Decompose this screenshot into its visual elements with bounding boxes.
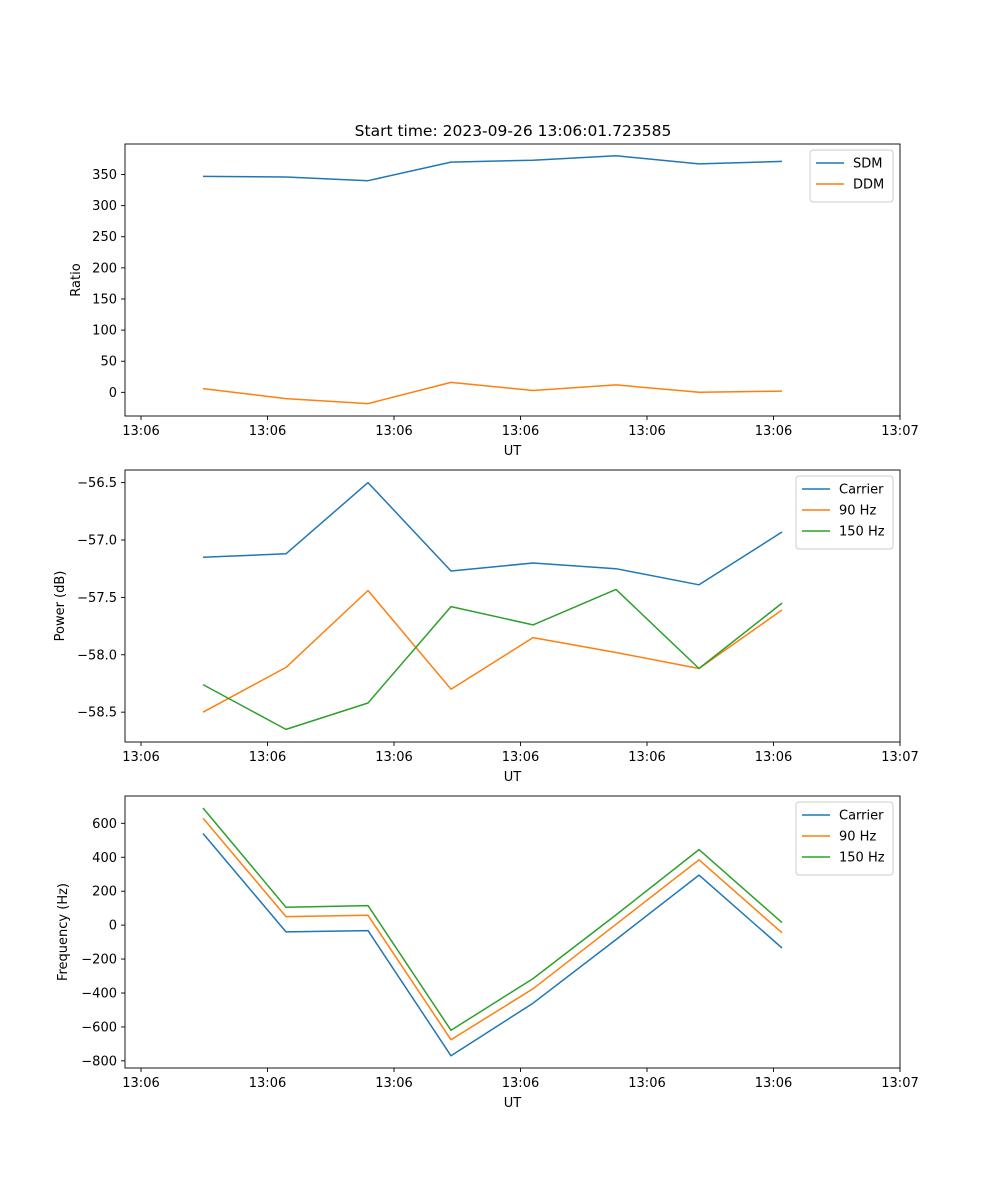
y-tick-label: −58.0 (77, 648, 117, 663)
y-tick-label: −400 (81, 987, 117, 1002)
plot-frame (124, 795, 901, 1069)
series-line-90-hz (202, 817, 783, 1041)
x-tick-label: 13:06 (122, 424, 159, 439)
plot-frame (124, 469, 901, 743)
y-tick-label: 400 (92, 851, 117, 866)
x-tick-label: 13:06 (375, 750, 412, 765)
y-tick-label: −58.5 (77, 706, 117, 721)
legend: Carrier 90 Hz 150 Hz (795, 801, 894, 876)
x-tick-label: 13:06 (375, 1076, 412, 1091)
legend: SDM DDM (809, 149, 894, 203)
y-tick-label: 300 (92, 199, 117, 214)
x-tick-label: 13:06 (249, 1076, 286, 1091)
legend: Carrier 90 Hz 150 Hz (795, 475, 894, 550)
x-tick-label: 13:07 (881, 424, 918, 439)
plot-frame (124, 143, 901, 417)
y-tick-label: −600 (81, 1020, 117, 1035)
series-line-150-hz (202, 807, 783, 1032)
x-tick-label: 13:06 (122, 1076, 159, 1091)
legend-label: 90 Hz (839, 504, 876, 519)
y-tick-label: 350 (92, 168, 117, 183)
x-tick-label: 13:06 (375, 424, 412, 439)
y-axis-label: Ratio (69, 263, 84, 296)
series-line-90-hz (202, 589, 783, 713)
x-tick-label: 13:06 (502, 750, 539, 765)
y-tick-label: 150 (92, 292, 117, 307)
y-tick-label: 200 (92, 261, 117, 276)
x-tick-label: 13:06 (628, 424, 665, 439)
series-line-carrier (202, 481, 783, 586)
legend-label: 150 Hz (839, 851, 885, 866)
series-line-150-hz (202, 588, 783, 731)
x-axis-label: UT (504, 770, 522, 785)
y-tick-label: −800 (81, 1054, 117, 1069)
y-tick-label: −56.5 (77, 476, 117, 491)
x-tick-label: 13:06 (628, 1076, 665, 1091)
y-tick-label: 100 (92, 324, 117, 339)
x-axis-label: UT (504, 1096, 522, 1111)
legend-label: DDM (853, 178, 884, 193)
x-axis-label: UT (504, 444, 522, 459)
y-tick-label: 0 (109, 919, 117, 934)
y-tick-label: 250 (92, 230, 117, 245)
legend-label: 90 Hz (839, 830, 876, 845)
chart-panel-3: 13:06 13:06 13:06 13:06 13:06 13:06 13:07 UT −80… (56, 795, 919, 1111)
x-tick-label: 13:06 (755, 424, 792, 439)
x-tick-label: 13:07 (881, 750, 918, 765)
y-tick-label: −200 (81, 953, 117, 968)
x-tick-label: 13:06 (122, 750, 159, 765)
chart-title: Start time: 2023-09-26 13:06:01.723585 (355, 122, 672, 140)
y-tick-label: 600 (92, 817, 117, 832)
legend-label: 150 Hz (839, 525, 885, 540)
x-tick-label: 13:06 (502, 1076, 539, 1091)
series-line-carrier (202, 833, 783, 1057)
y-axis-label: Frequency (Hz) (56, 883, 71, 981)
series-line-sdm (202, 155, 783, 182)
x-tick-label: 13:06 (755, 1076, 792, 1091)
y-axis-label: Power (dB) (53, 571, 68, 642)
y-tick-label: 0 (109, 386, 117, 401)
y-tick-label: −57.0 (77, 534, 117, 549)
y-tick-label: 50 (100, 355, 117, 370)
x-tick-label: 13:06 (755, 750, 792, 765)
legend-label: Carrier (839, 809, 884, 824)
chart-panel-1: 13:06 13:06 13:06 13:06 13:06 13:06 13:07 UT 0 50… (69, 143, 919, 459)
x-tick-label: 13:07 (881, 1076, 918, 1091)
series-line-ddm (202, 381, 783, 405)
legend-label: SDM (853, 157, 882, 172)
y-tick-label: 200 (92, 885, 117, 900)
chart-panel-2: 13:06 13:06 13:06 13:06 13:06 13:06 13:07 UT −58… (53, 469, 919, 785)
x-tick-label: 13:06 (249, 750, 286, 765)
y-tick-label: −57.5 (77, 591, 117, 606)
x-tick-label: 13:06 (249, 424, 286, 439)
x-tick-label: 13:06 (502, 424, 539, 439)
x-tick-label: 13:06 (628, 750, 665, 765)
legend-label: Carrier (839, 483, 884, 498)
